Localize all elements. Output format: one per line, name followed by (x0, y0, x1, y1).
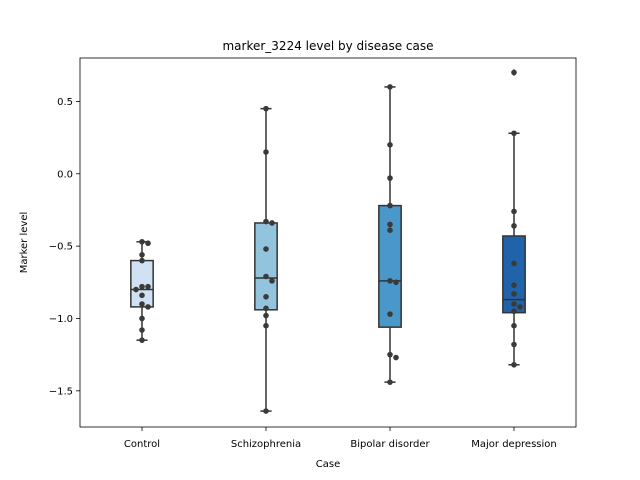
data-point (139, 238, 145, 245)
data-point (263, 273, 269, 280)
x-tick-label: Control (124, 439, 160, 450)
data-point (139, 257, 145, 264)
chart-title: marker_3224 level by disease case (222, 39, 433, 53)
data-point (511, 322, 517, 329)
data-point (145, 240, 151, 247)
boxes-layer (130, 68, 526, 412)
data-point (511, 308, 517, 315)
data-point (139, 315, 145, 322)
plot-frame (79, 57, 577, 428)
data-point (263, 408, 269, 414)
data-point (263, 218, 269, 225)
data-point (387, 175, 393, 181)
data-point (139, 337, 145, 343)
data-point (263, 312, 269, 319)
data-point (387, 351, 393, 358)
data-point (139, 301, 145, 307)
data-point (387, 379, 393, 385)
data-point (511, 130, 517, 137)
data-point (263, 322, 269, 329)
data-point (263, 305, 269, 312)
data-point (387, 202, 393, 209)
data-point (145, 283, 151, 290)
box-4 (502, 235, 526, 314)
data-point (263, 293, 269, 300)
data-point (511, 301, 517, 307)
y-tick-label: −1.5 (49, 386, 73, 397)
data-point (511, 341, 517, 348)
data-point (139, 327, 145, 333)
data-point (387, 311, 393, 317)
data-point (269, 220, 275, 226)
data-point (145, 304, 151, 310)
data-point (511, 291, 517, 297)
x-tick-label: Bipolar disorder (350, 439, 430, 450)
data-point (387, 221, 393, 228)
y-tick-label: −1.0 (49, 314, 73, 325)
data-point (387, 278, 393, 284)
y-axis-label: Marker level (19, 212, 30, 274)
data-point (511, 260, 517, 267)
data-point (393, 354, 399, 361)
data-point (511, 282, 517, 288)
data-point (387, 142, 393, 148)
data-point (269, 278, 275, 284)
data-point (387, 227, 393, 233)
data-point (263, 105, 269, 112)
data-point (511, 69, 517, 76)
data-point (139, 292, 145, 299)
data-point (139, 252, 145, 258)
x-tick-label: Schizophrenia (231, 439, 301, 450)
data-point (511, 223, 517, 229)
box-1 (130, 259, 154, 308)
swarm-points-layer (133, 69, 523, 414)
y-tick-label: 0.0 (57, 169, 73, 180)
y-tick-label: −0.5 (49, 242, 73, 253)
data-point (393, 279, 399, 286)
y-tick-label: 0.5 (57, 97, 73, 108)
data-point (263, 149, 269, 155)
data-point (263, 246, 269, 252)
data-point (387, 84, 393, 90)
x-tick-label: Major depression (471, 439, 557, 450)
data-point (139, 283, 145, 290)
data-point (511, 361, 517, 368)
x-axis: Control Schizophrenia Bipolar disorder Majo… (124, 427, 557, 450)
x-axis-label: Case (316, 459, 340, 470)
data-point (511, 208, 517, 215)
data-point (133, 286, 139, 293)
y-axis: 0.5 0.0 −0.5 −1.0 −1.5 (49, 97, 80, 397)
data-point (517, 304, 523, 310)
